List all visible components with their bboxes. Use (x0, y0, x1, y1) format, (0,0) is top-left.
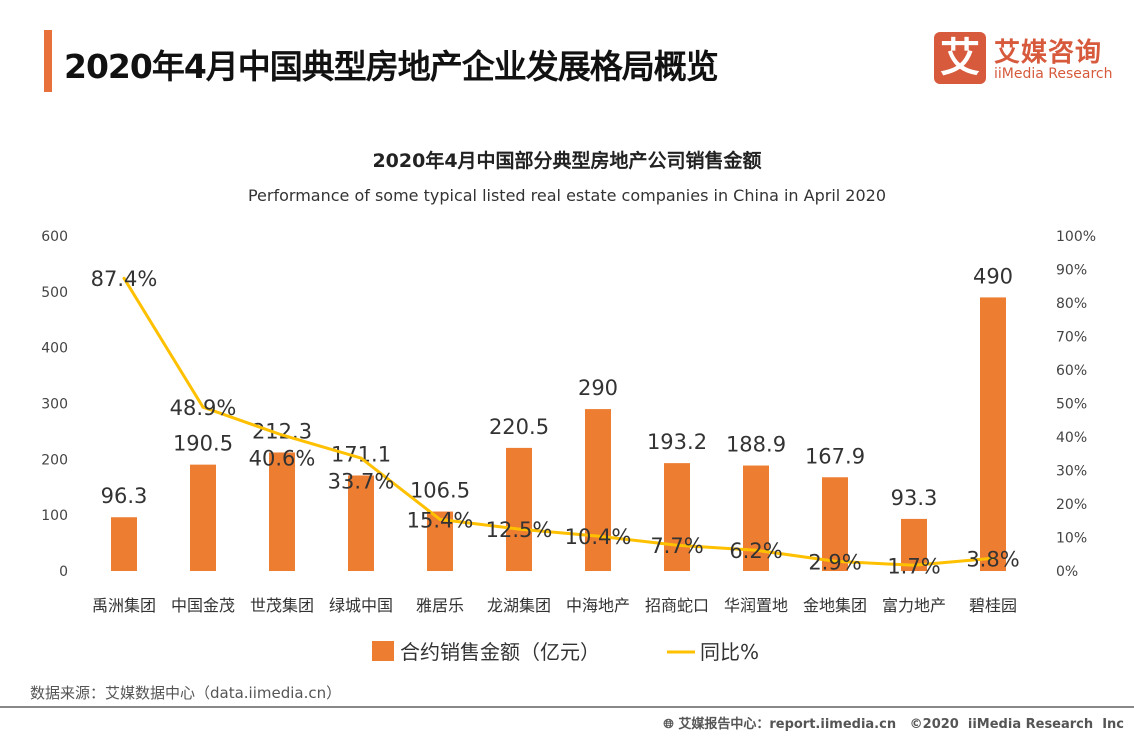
page-title: 2020年4月中国典型房地产企业发展格局概览 (64, 47, 719, 86)
line-value-label: 7.7% (650, 534, 703, 558)
y-right-tick: 0% (1056, 564, 1078, 580)
line-value-label: 2.9% (808, 550, 861, 574)
line-value-label: 48.9% (170, 396, 237, 420)
bar-value-label: 290 (578, 376, 618, 400)
x-tick-label: 中海地产 (566, 596, 630, 615)
line-point (201, 405, 205, 409)
line-value-label: 10.4% (565, 525, 632, 549)
y-right-tick: 60% (1056, 363, 1087, 379)
bar-value-label: 193.2 (647, 430, 707, 454)
bar-value-label: 171.1 (331, 442, 391, 466)
bar-value-label: 96.3 (101, 484, 148, 508)
logo-mark: 艾 (934, 32, 986, 84)
bar (822, 477, 848, 571)
footer-text: 🌐︎ 艾媒报告中心：report.iimedia.cn ©2020 iiMedi… (663, 717, 1124, 732)
x-tick-label: 招商蛇口 (645, 596, 709, 615)
y-left-tick: 0 (59, 564, 68, 580)
y-left-tick: 100 (41, 508, 68, 524)
y-right-tick: 80% (1056, 296, 1087, 312)
logo: 艾 艾媒咨询 iiMedia Research (934, 32, 1116, 86)
line-point (517, 527, 521, 531)
title-accent-bar (44, 30, 52, 92)
chart-title: 2020年4月中国部分典型房地产公司销售金额 (372, 150, 762, 172)
x-tick-label: 华润置地 (724, 596, 788, 615)
y-left-tick: 600 (41, 229, 68, 245)
y-right-tick: 100% (1056, 229, 1096, 245)
line-point (912, 563, 916, 567)
bar (664, 463, 690, 571)
line-series (122, 277, 994, 567)
line-value-label: 15.4% (407, 508, 474, 532)
bar-value-label: 220.5 (489, 415, 549, 439)
bar (980, 297, 1006, 571)
logo-text-cn: 艾媒咨询 (994, 38, 1103, 68)
x-tick-label: 雅居乐 (416, 596, 464, 615)
bar-value-label: 106.5 (410, 479, 470, 503)
bar (901, 518, 927, 571)
footer-divider (0, 706, 1134, 708)
y-left-tick: 300 (41, 397, 68, 413)
line-value-label: 40.6% (249, 446, 316, 470)
bar (348, 475, 374, 571)
legend-line-label: 同比% (700, 640, 759, 664)
bar-value-label: 167.9 (805, 444, 865, 468)
bar-value-label: 490 (973, 264, 1013, 288)
line-value-label: 87.4% (91, 267, 158, 291)
y-right-tick: 70% (1056, 330, 1087, 346)
bar (269, 452, 295, 571)
x-tick-label: 碧桂园 (969, 596, 1017, 615)
line-point (438, 517, 442, 521)
line-value-label: 3.8% (966, 547, 1019, 571)
chart: 0 100 200 300 400 500 600 0% 10% 20% 30% 40% 50% 60% 7… (41, 229, 1096, 664)
y-left-tick: 400 (41, 341, 68, 357)
y-right-tick: 50% (1056, 397, 1087, 413)
bar (111, 517, 137, 571)
y-right-tick: 90% (1056, 263, 1087, 279)
chart-subtitle: Performance of some typical listed real … (247, 186, 887, 205)
x-tick-label: 中国金茂 (171, 596, 235, 615)
line-value-label: 1.7% (887, 554, 940, 578)
x-tick-label: 富力地产 (882, 596, 946, 615)
globe-icon: 🌐︎ (663, 717, 679, 732)
legend-bar-label: 合约销售金额（亿元） (400, 640, 600, 664)
x-tick-label: 禹洲集团 (92, 596, 156, 615)
y-left-tick: 200 (41, 452, 68, 468)
bar (190, 464, 216, 571)
line-point (359, 456, 363, 460)
bar-value-label: 190.5 (173, 432, 233, 456)
line-value-label: 33.7% (328, 469, 395, 493)
line-point (122, 276, 126, 280)
y-left-tick: 500 (41, 285, 68, 301)
y-right-tick: 10% (1056, 531, 1087, 547)
x-tick-label: 世茂集团 (250, 596, 314, 615)
legend-bar-swatch (372, 641, 394, 661)
y-right-tick: 20% (1056, 497, 1087, 513)
source-note: 数据来源：艾媒数据中心（data.iimedia.cn） (30, 684, 342, 702)
x-tick-label: 龙湖集团 (487, 596, 551, 615)
bar-value-label: 93.3 (891, 486, 938, 510)
y-right-tick: 40% (1056, 430, 1087, 446)
x-tick-label: 绿城中国 (329, 596, 393, 615)
bar-value-label: 188.9 (726, 433, 786, 457)
line-point (991, 556, 995, 560)
line-point (596, 534, 600, 538)
bar (506, 447, 532, 571)
line-point (833, 559, 837, 563)
line-point (675, 543, 679, 547)
bar (743, 465, 769, 571)
x-tick-label: 金地集团 (803, 596, 867, 615)
line-value-label: 12.5% (486, 518, 553, 542)
y-right-tick: 30% (1056, 464, 1087, 480)
line-point (280, 433, 284, 437)
line-point (754, 548, 758, 552)
logo-text-en: iiMedia Research (994, 66, 1113, 82)
line-value-label: 6.2% (729, 539, 782, 563)
bar (585, 409, 611, 571)
